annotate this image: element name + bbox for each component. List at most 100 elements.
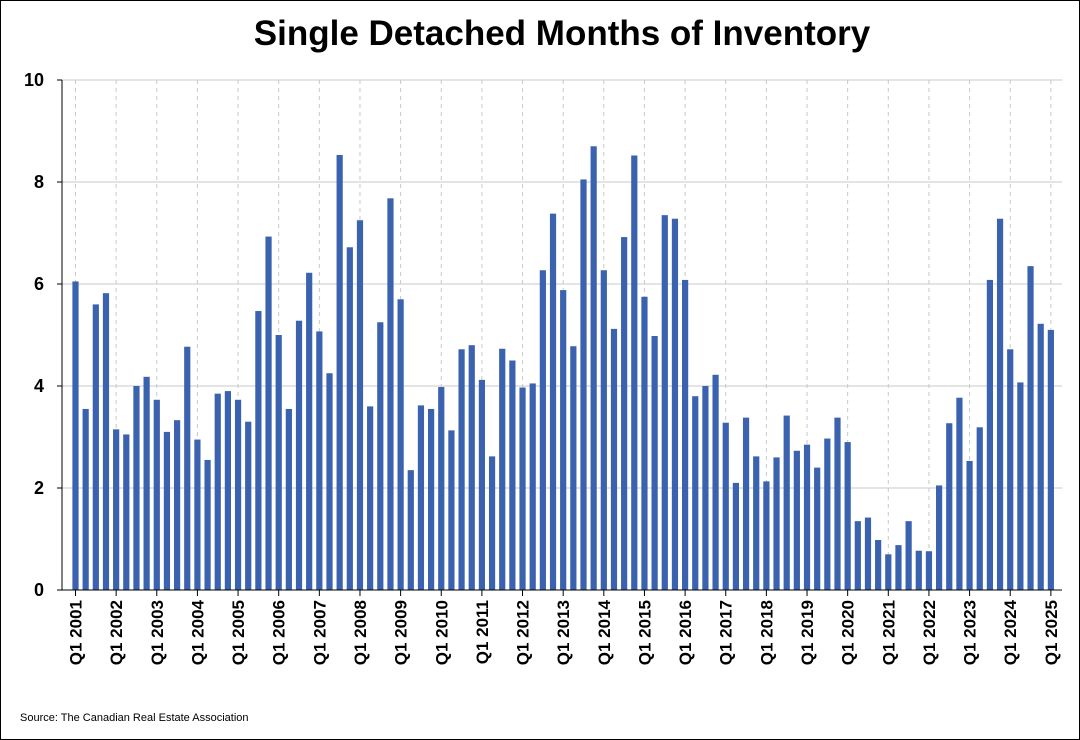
bar	[742, 417, 750, 590]
x-tick-label: Q1 2002	[107, 600, 126, 665]
bar	[671, 218, 679, 590]
bar	[925, 551, 933, 590]
bar	[549, 213, 557, 590]
bar	[641, 296, 648, 590]
bar	[803, 444, 811, 590]
bar	[1017, 382, 1024, 590]
bar	[651, 336, 658, 590]
labels-layer: 0 2 4 6 8 10 Q1 2001 Q1 2002 Q1 2003 Q1 2004 Q1 20…	[24, 70, 1061, 665]
y-tick-label: 0	[34, 580, 44, 600]
x-tick-label: Q1 2022	[920, 600, 939, 665]
bar	[407, 470, 414, 590]
x-tick-label: Q1 2015	[635, 600, 654, 665]
bar	[763, 481, 770, 590]
bar	[1037, 323, 1044, 590]
x-tick-label: Q1 2019	[798, 600, 817, 665]
bar	[478, 379, 485, 590]
bar	[367, 406, 374, 590]
bar	[153, 399, 160, 590]
bar	[428, 408, 435, 590]
bar	[722, 422, 729, 590]
bar	[133, 386, 140, 590]
x-tick-label: Q1 2017	[717, 600, 736, 665]
bar	[814, 467, 821, 590]
bar	[82, 408, 89, 590]
x-tick-label: Q1 2025	[1042, 600, 1061, 665]
bar	[123, 434, 130, 590]
x-tick-label: Q1 2021	[879, 600, 898, 665]
bar	[631, 155, 638, 591]
bar	[224, 391, 231, 590]
bar	[306, 272, 313, 590]
bar	[377, 322, 384, 590]
bar	[1027, 266, 1034, 590]
x-tick-label: Q1 2010	[432, 600, 451, 665]
x-tick-label: Q1 2013	[554, 600, 573, 665]
bar	[204, 459, 211, 590]
bar	[702, 386, 709, 590]
bar	[570, 346, 577, 590]
bar	[885, 554, 892, 590]
bar	[621, 237, 628, 590]
bar	[316, 331, 323, 590]
bar	[976, 427, 983, 590]
x-tick-label: Q1 2007	[310, 600, 329, 665]
bar	[966, 460, 973, 590]
bar	[895, 545, 902, 590]
bar	[92, 304, 99, 590]
bar	[346, 247, 353, 590]
y-tick-label: 10	[24, 70, 44, 90]
bar	[682, 279, 689, 590]
bar	[336, 154, 343, 590]
bars-layer	[72, 146, 1054, 591]
bar	[712, 374, 719, 590]
bar	[448, 430, 455, 590]
x-tick-label: Q1 2020	[839, 600, 858, 665]
x-tick-label: Q1 2004	[188, 599, 207, 665]
bar	[143, 376, 150, 590]
bar	[387, 198, 394, 590]
x-tick-label: Q1 2006	[270, 600, 289, 665]
bar	[732, 482, 739, 590]
axes-layer	[57, 79, 1062, 596]
bar	[783, 415, 790, 590]
bar	[234, 399, 242, 590]
bar	[397, 299, 404, 590]
bar	[915, 550, 922, 590]
y-tick-label: 2	[34, 478, 44, 498]
bar	[295, 320, 303, 590]
x-tick-label: Q1 2011	[473, 600, 492, 664]
bar	[438, 387, 445, 590]
x-tick-label: Q1 2001	[67, 600, 86, 665]
bar	[986, 279, 993, 590]
bar	[214, 393, 221, 590]
bar	[905, 521, 912, 590]
source-note: Source: The Canadian Real Estate Associa…	[20, 712, 249, 724]
x-tick-label: Q1 2016	[676, 600, 695, 665]
bar	[356, 220, 364, 590]
bar	[956, 397, 963, 590]
bar	[661, 215, 668, 590]
bar	[773, 457, 780, 590]
x-tick-label: Q1 2005	[229, 600, 248, 665]
bar	[600, 270, 607, 590]
bar	[184, 346, 191, 590]
bar	[996, 218, 1004, 590]
bar	[458, 349, 465, 590]
bar	[936, 485, 943, 590]
bar	[519, 387, 526, 590]
bar	[1007, 349, 1014, 590]
y-tick-label: 8	[34, 172, 44, 192]
y-tick-label: 6	[34, 274, 44, 294]
x-tick-label: Q1 2009	[392, 600, 411, 665]
bar	[275, 335, 282, 590]
bar	[1047, 329, 1054, 590]
bar	[499, 348, 506, 590]
bar	[265, 236, 272, 590]
x-tick-label: Q1 2018	[757, 600, 776, 665]
bar	[854, 521, 861, 590]
x-tick-label: Q1 2023	[961, 600, 980, 665]
bar	[610, 328, 618, 590]
bar	[245, 421, 252, 590]
